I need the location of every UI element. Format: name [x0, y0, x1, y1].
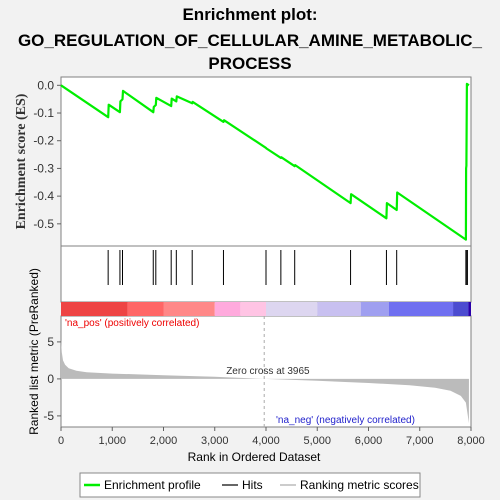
x-tick-label: 8,000 [457, 435, 485, 447]
es-panel [61, 77, 471, 246]
zero-cross-label: Zero cross at 3965 [226, 366, 310, 377]
es-y-tick-label: -0.3 [33, 161, 54, 175]
es-y-tick-label: -0.4 [33, 189, 54, 203]
x-tick-label: 7,000 [406, 435, 434, 447]
heatmap-segment [361, 302, 389, 316]
heatmap-segment [128, 302, 164, 316]
es-y-tick-label: -0.1 [33, 106, 54, 120]
x-tick-label: 6,000 [355, 435, 383, 447]
heatmap-segment [61, 302, 128, 316]
heatmap-segment [240, 302, 266, 316]
legend-label-enrichment: Enrichment profile [104, 478, 201, 492]
es-y-tick-label: 0.0 [37, 78, 54, 92]
legend-label-hits: Hits [242, 478, 263, 492]
heatmap-segment [468, 302, 471, 316]
metric-y-axis-label: Ranked list metric (PreRanked) [27, 268, 41, 435]
x-tick-label: 2,000 [150, 435, 178, 447]
x-tick-label: 5,000 [303, 435, 331, 447]
x-tick-label: 0 [58, 435, 64, 447]
heatmap-segment [317, 302, 361, 316]
metric-y-tick-label: 0 [47, 372, 54, 386]
heatmap-segment [266, 302, 317, 316]
heatmap-segment [164, 302, 215, 316]
x-tick-label: 3,000 [201, 435, 229, 447]
metric-y-tick-label: 5 [47, 335, 54, 349]
legend-label-metric: Ranking metric scores [300, 478, 419, 492]
na-pos-label: 'na_pos' (positively correlated) [65, 318, 199, 329]
metric-y-tick-label: -5 [43, 409, 54, 423]
heatmap-segment [215, 302, 241, 316]
heatmap-segment [453, 302, 468, 316]
es-y-axis-label: Enrichment score (ES) [14, 93, 29, 229]
x-tick-label: 1,000 [98, 435, 126, 447]
x-tick-label: 4,000 [252, 435, 280, 447]
es-y-tick-label: -0.2 [33, 134, 54, 148]
x-axis-label: Rank in Ordered Dataset [188, 450, 321, 464]
na-neg-label: 'na_neg' (negatively correlated) [276, 415, 415, 426]
es-y-tick-label: -0.5 [33, 217, 54, 231]
heatmap-segment [389, 302, 453, 316]
